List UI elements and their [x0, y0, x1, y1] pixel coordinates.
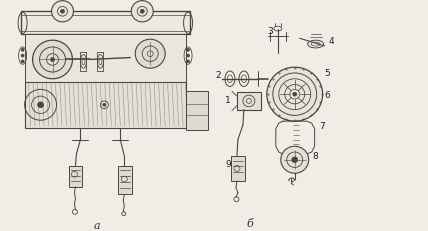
Circle shape — [38, 103, 44, 108]
Bar — [69, 166, 83, 187]
Text: 5: 5 — [325, 69, 330, 78]
Circle shape — [281, 147, 309, 173]
Circle shape — [292, 157, 298, 163]
Circle shape — [131, 2, 153, 23]
Text: 2: 2 — [215, 71, 221, 80]
Text: 7: 7 — [319, 121, 324, 130]
Circle shape — [140, 10, 144, 14]
Circle shape — [51, 58, 54, 62]
Circle shape — [187, 55, 190, 58]
Bar — [237, 93, 261, 110]
Text: a: a — [94, 220, 101, 230]
Circle shape — [51, 2, 74, 23]
Text: 9: 9 — [225, 159, 231, 168]
Bar — [231, 156, 245, 181]
Circle shape — [21, 61, 24, 64]
Text: 8: 8 — [313, 152, 318, 161]
Bar — [25, 35, 186, 83]
Bar — [21, 12, 190, 35]
Circle shape — [135, 40, 165, 69]
Bar — [25, 82, 186, 128]
Text: 1: 1 — [225, 96, 231, 105]
Bar — [118, 166, 132, 195]
Text: 6: 6 — [325, 90, 330, 99]
Circle shape — [21, 49, 24, 52]
Circle shape — [267, 68, 323, 122]
Circle shape — [103, 104, 106, 107]
Text: 3: 3 — [267, 27, 273, 36]
Text: 4: 4 — [329, 36, 334, 46]
Bar — [186, 92, 208, 130]
Circle shape — [21, 55, 24, 58]
Circle shape — [293, 93, 297, 97]
Text: б: б — [247, 218, 253, 228]
Circle shape — [33, 41, 72, 79]
Circle shape — [187, 61, 190, 64]
Circle shape — [60, 10, 65, 14]
Circle shape — [187, 49, 190, 52]
